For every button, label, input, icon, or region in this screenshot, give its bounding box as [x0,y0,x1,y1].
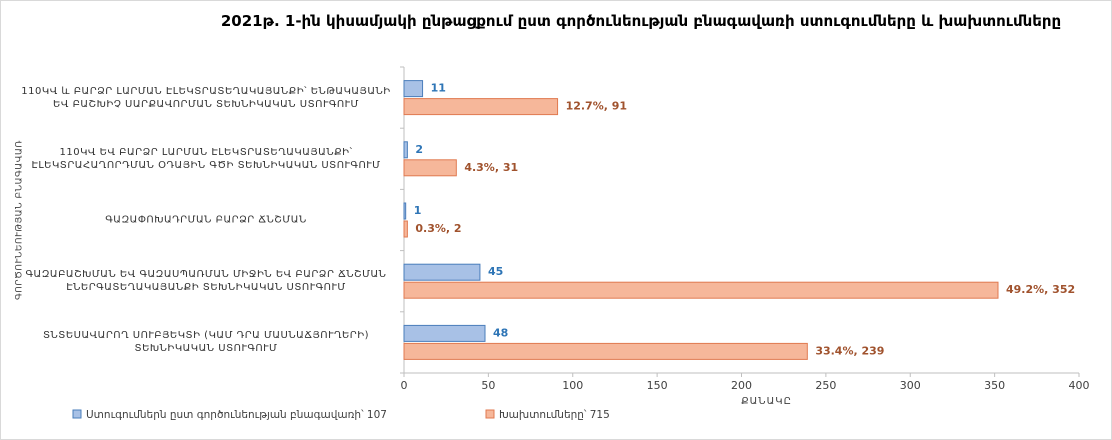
data-label: 12.7%, 91 [566,100,627,113]
x-tick-label: 250 [815,379,836,392]
y-tick-label: 110ԿՎ ԵՎ ԲԱՐՁՐ ԼԱՐՄԱՆ ԷԼԵԿՏՐԱՏԵՂԱԿԱՅԱՆՔԻ… [31,146,381,171]
y-tick-label: ԳԱԶԱՓՈԽԱԴՐՄԱՆ ԲԱՐՁՐ ՃՆՇՄԱՆ [105,214,307,226]
y-tick-label: 110ԿՎ և ԲԱՐՁՐ ԼԱՐՄԱՆ ԷԼԵԿՏՐԱՏԵՂԱԿԱՅԱՆՔԻ՝… [21,85,391,110]
x-axis-label: ՔԱՆԱԿԸ [741,396,792,407]
x-tick-label: 300 [900,379,921,392]
x-tick-label: 100 [562,379,583,392]
legend-swatch [72,409,82,419]
bar [403,281,999,299]
bar [403,324,486,342]
data-label: 4.3%, 31 [464,161,518,174]
bar [403,220,408,238]
x-tick-label: 50 [481,379,495,392]
bar [403,159,457,177]
data-label: 0.3%, 2 [415,222,461,235]
x-tick-label: 0 [401,379,408,392]
x-tick-label: 200 [731,379,752,392]
data-label: 49.2%, 352 [1006,283,1075,296]
bar [403,342,808,360]
bar [403,98,559,116]
legend-label: Խախտումները՝ 715 [499,409,610,421]
bar [403,141,408,159]
data-label: 1 [414,204,422,217]
data-label: 45 [488,265,503,278]
legend-label: Ստուգումներն ըստ գործունեության բնագավառ… [86,409,387,421]
x-tick-label: 150 [647,379,668,392]
bar [403,202,407,220]
y-tick-label: ՏՆՏԵՍԱՎԱՐՈՂ ՍՈՒԲՅԵԿՏԻ (ԿԱՄ ԴՐԱ ՄԱՍՆԱՃՅՈՒ… [42,330,370,355]
y-axis-label: ԳՈՐԾՈՒՆԵՈՒԹՅԱՆ ԲՆԱԳԱՎԱՌ [15,140,25,300]
legend-swatch [485,409,495,419]
data-label: 2 [415,143,423,156]
x-tick-label: 350 [984,379,1005,392]
x-tick-label: 400 [1069,379,1090,392]
chart-title: 2021թ. 1-ին կիսամյակի ընթացքում ըստ գործ… [220,12,1062,30]
bar [403,263,481,281]
data-label: 48 [493,326,508,339]
data-label: 11 [431,82,446,95]
bar [403,80,424,98]
y-tick-label: ԳԱԶԱԲԱՇԽՄԱՆ ԵՎ ԳԱԶԱՍՊԱՌՄԱՆ ՄԻՋԻՆ ԵՎ ԲԱՐՁ… [25,269,387,294]
data-label: 33.4%, 239 [815,344,884,357]
